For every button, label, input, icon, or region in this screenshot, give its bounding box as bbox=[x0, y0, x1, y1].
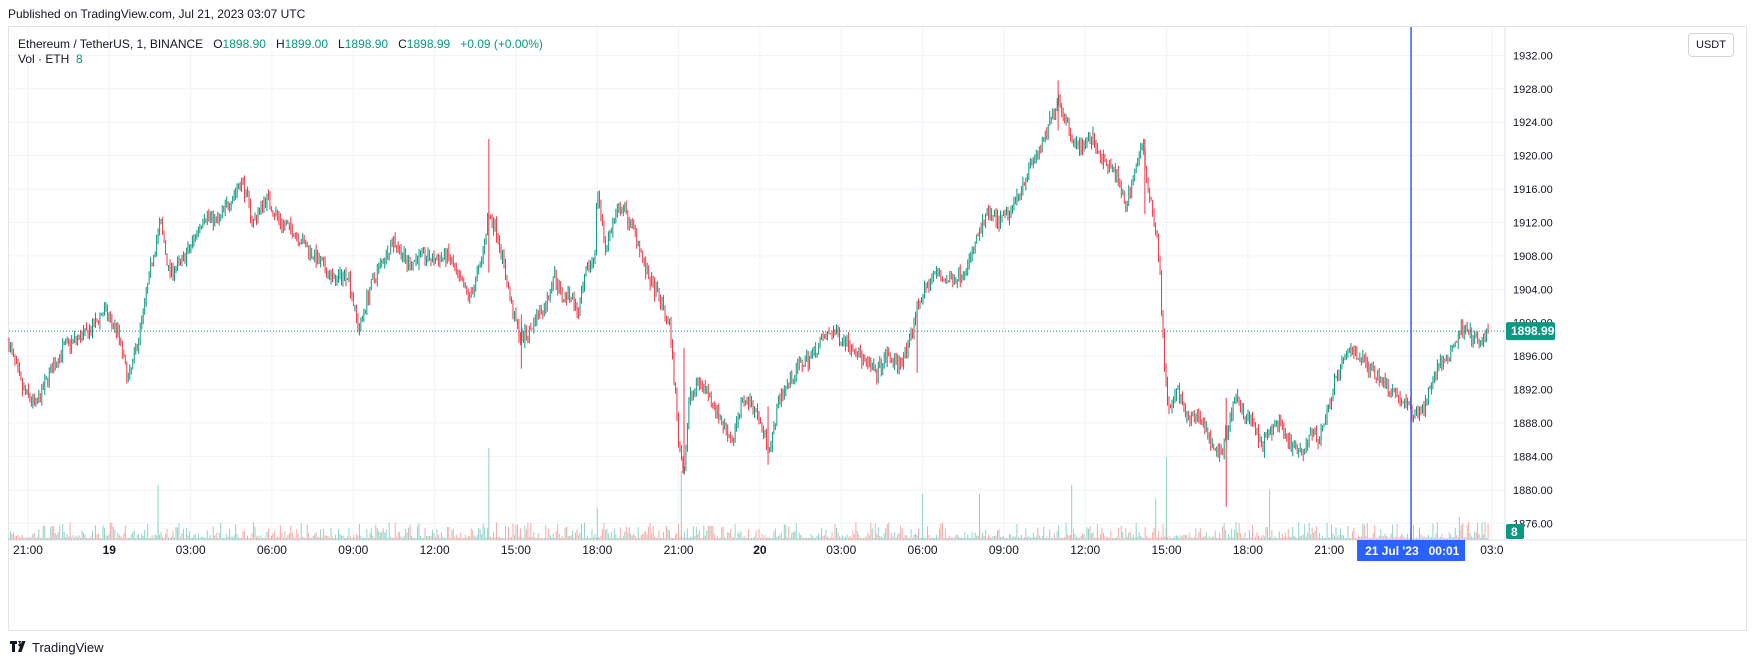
price-tick-label: 1928.00 bbox=[1513, 84, 1553, 96]
volume-bars bbox=[8, 448, 1489, 540]
price-tick-label: 1908.00 bbox=[1513, 251, 1553, 263]
time-tick-label: 21:00 bbox=[13, 543, 43, 557]
price-tick-label: 1916.00 bbox=[1513, 184, 1553, 196]
time-tick-label: 20 bbox=[753, 543, 767, 557]
open-label: O bbox=[213, 37, 223, 51]
tradingview-brand: TradingView bbox=[32, 640, 104, 655]
last-volume-label-bg bbox=[1506, 524, 1524, 539]
time-tick-label: 15:00 bbox=[1152, 543, 1182, 557]
volume-legend-value: 8 bbox=[76, 52, 83, 66]
last-price-label-text: 1898.99 bbox=[1511, 324, 1555, 338]
chart-frame[interactable] bbox=[8, 26, 1747, 631]
price-tick-label: 1896.00 bbox=[1513, 351, 1553, 363]
price-tick-label: 1932.00 bbox=[1513, 50, 1553, 62]
time-tick-label: 19 bbox=[103, 543, 117, 557]
time-tick-label: 06:00 bbox=[908, 543, 938, 557]
time-tick-label: 09:00 bbox=[338, 543, 368, 557]
time-tick-label: 09:00 bbox=[989, 543, 1019, 557]
time-tick-label: 21:00 bbox=[664, 543, 694, 557]
time-tick-label: 21:00 bbox=[1314, 543, 1344, 557]
price-tick-label: 1884.00 bbox=[1513, 451, 1553, 463]
volume-legend[interactable]: Vol · ETH 8 bbox=[18, 52, 83, 66]
change-value: +0.09 (+0.00%) bbox=[460, 37, 543, 51]
crosshair-time-label-bg bbox=[1357, 540, 1466, 561]
time-tick-label: 12:00 bbox=[420, 543, 450, 557]
price-tick-label: 1880.00 bbox=[1513, 485, 1553, 497]
last-volume-label-text: 8 bbox=[1511, 525, 1518, 539]
grid bbox=[9, 27, 1746, 541]
price-tick-label: 1892.00 bbox=[1513, 385, 1553, 397]
price-tick-label: 1904.00 bbox=[1513, 284, 1553, 296]
time-axis: 21:00 19 03:00 06:00 09:00 12:00 15:00 18:00 21:… bbox=[13, 543, 1504, 557]
low-label: L bbox=[338, 37, 345, 51]
low-value: 1898.90 bbox=[344, 37, 389, 51]
tradingview-logo-icon bbox=[10, 640, 28, 655]
last-price-label: 1898.99 bbox=[1506, 322, 1555, 341]
published-caption: Published on TradingView.com, Jul 21, 20… bbox=[8, 7, 306, 21]
open-value: 1898.90 bbox=[222, 37, 266, 51]
close-value: 1898.99 bbox=[406, 37, 451, 51]
crosshair-time-label-text: 21 Jul '23 00:01 bbox=[1365, 544, 1460, 558]
time-tick-label: 03:00 bbox=[826, 543, 856, 557]
price-tick-label: 1924.00 bbox=[1513, 117, 1553, 129]
symbol-legend[interactable]: Ethereum / TetherUS, 1, BINANCE O1898.90… bbox=[18, 36, 543, 52]
last-volume-label: 8 bbox=[1506, 524, 1524, 539]
high-label: H bbox=[275, 37, 285, 51]
price-axis: 1876.001880.001884.001888.001892.001896.… bbox=[1513, 50, 1553, 530]
price-tick-label: 1912.00 bbox=[1513, 217, 1553, 229]
close-label: C bbox=[398, 37, 407, 51]
high-value: 1899.00 bbox=[284, 37, 329, 51]
volume-legend-label: Vol · ETH bbox=[18, 52, 70, 66]
time-tick-label: 06:00 bbox=[257, 543, 287, 557]
price-tick-label: 1888.00 bbox=[1513, 418, 1553, 430]
candles bbox=[8, 80, 1489, 507]
symbol-title[interactable]: Ethereum / TetherUS, 1, BINANCE bbox=[18, 37, 204, 51]
time-tick-label: 03:00 bbox=[176, 543, 206, 557]
last-price-label-bg bbox=[1506, 322, 1555, 341]
tradingview-footer[interactable]: TradingView bbox=[10, 640, 104, 655]
time-tick-label: 18:00 bbox=[582, 543, 612, 557]
time-tick-label: 12:00 bbox=[1070, 543, 1100, 557]
price-tick-label: 1920.00 bbox=[1513, 151, 1553, 163]
time-tick-label: 15:00 bbox=[501, 543, 531, 557]
currency-button[interactable]: USDT bbox=[1688, 33, 1734, 57]
time-tick-label: 03:0 bbox=[1480, 543, 1504, 557]
time-tick-label: 18:00 bbox=[1233, 543, 1263, 557]
crosshair-time-label: 21 Jul '23 00:01 bbox=[1357, 540, 1466, 561]
